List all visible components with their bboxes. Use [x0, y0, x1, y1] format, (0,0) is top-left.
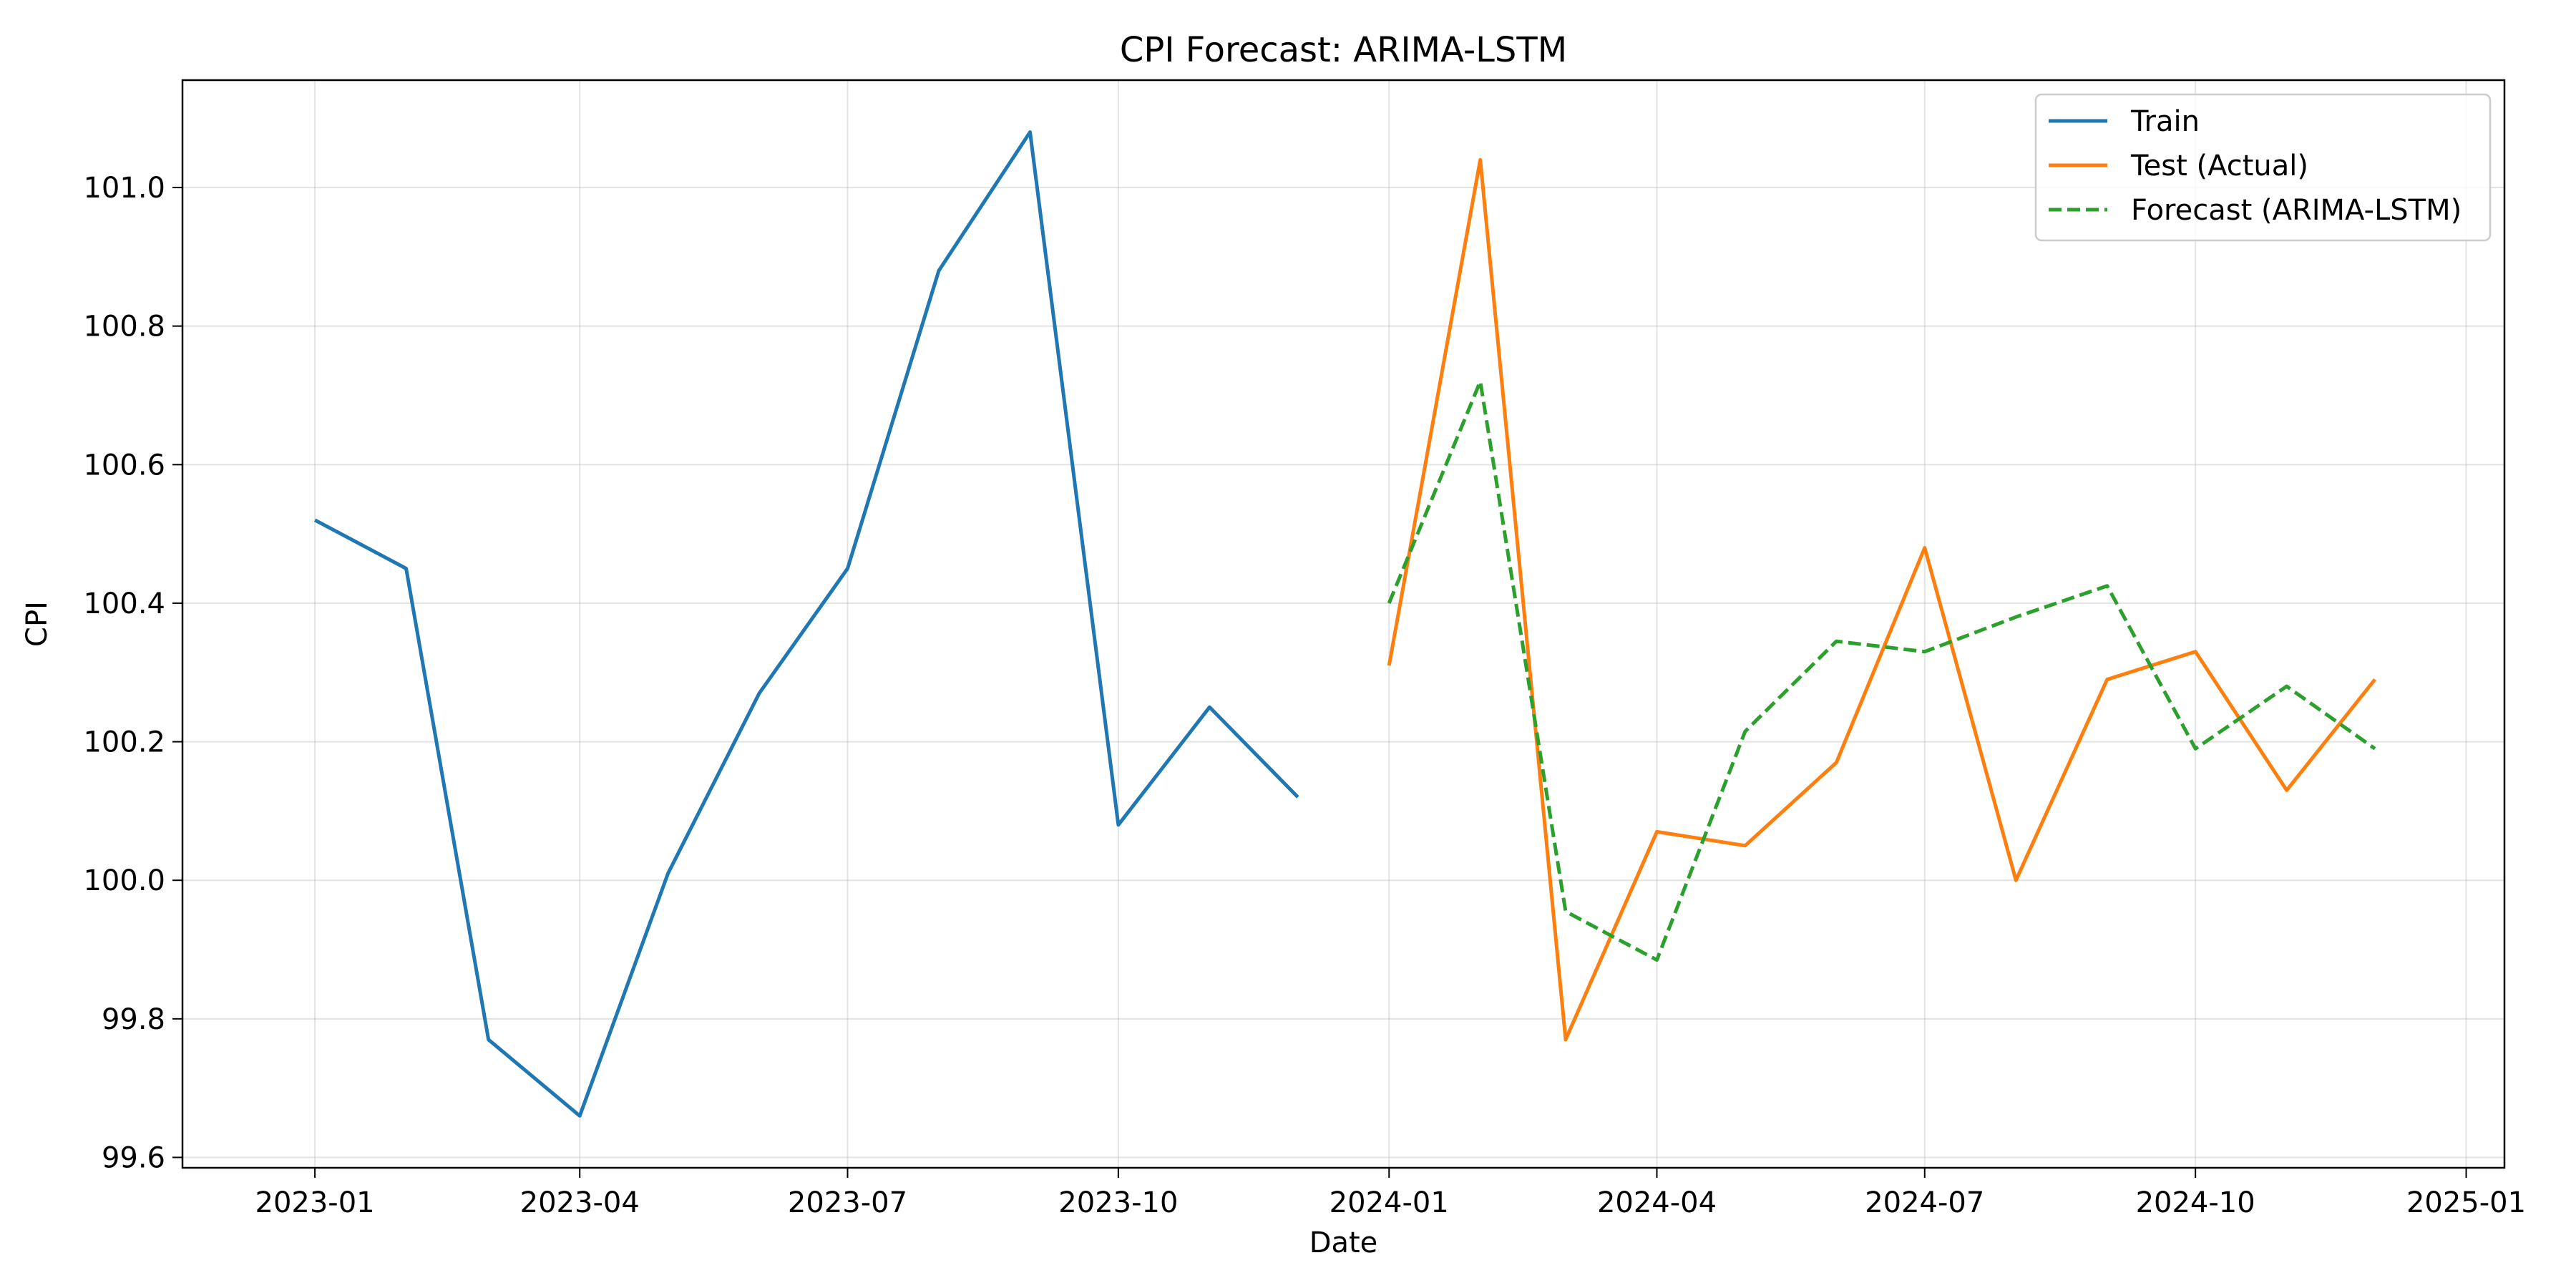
- legend-box: [2034, 93, 2492, 242]
- data-point: [847, 568, 848, 569]
- x-tick-label: 2023-01: [255, 1186, 375, 1219]
- legend-label: Forecast (ARIMA-LSTM): [2131, 194, 2462, 227]
- y-tick-label: 100.6: [83, 449, 165, 482]
- y-tick-label: 100.2: [83, 726, 165, 759]
- y-tick-label: 100.4: [83, 587, 165, 620]
- ticks: 2023-01 2023-04 2023-07 2023-10 2024-01 2024-…: [83, 172, 2526, 1219]
- legend-label: Train: [2130, 105, 2200, 138]
- series-2: [1387, 157, 2376, 1042]
- legend-label: Test (Actual): [2130, 150, 2308, 182]
- data-point: [488, 1039, 489, 1040]
- chart-title: CPI Forecast: ARIMA-LSTM: [1120, 30, 1567, 70]
- data-point: [315, 519, 316, 520]
- series-layer: [313, 130, 2376, 1118]
- x-tick-label: 2023-10: [1058, 1186, 1178, 1219]
- x-tick-label: 2024-01: [1330, 1186, 1449, 1219]
- series-line: [1387, 157, 2376, 1042]
- data-point: [2375, 748, 2376, 749]
- data-point: [1836, 762, 1837, 763]
- x-tick-label: 2024-04: [1597, 1186, 1717, 1219]
- data-point: [1924, 547, 1925, 548]
- data-point: [2286, 686, 2287, 687]
- y-tick-label: 100.8: [83, 311, 165, 343]
- x-axis-title: Date: [1309, 1226, 1378, 1259]
- data-point: [1836, 641, 1837, 642]
- y-axis-title: CPI: [21, 601, 54, 647]
- data-point: [1389, 603, 1390, 604]
- data-point: [1389, 665, 1390, 666]
- y-tick-label: 100.0: [83, 864, 165, 897]
- series-line: [313, 130, 1299, 1118]
- legend: Train Test (Actual) Forecast (ARIMA-LSTM): [2034, 93, 2492, 242]
- data-point: [1209, 707, 1210, 708]
- y-tick-label: 101.0: [83, 172, 165, 205]
- x-tick-label: 2023-04: [520, 1186, 640, 1219]
- x-tick-label: 2023-07: [788, 1186, 907, 1219]
- plot-frame: [181, 79, 2506, 1169]
- data-point: [939, 270, 940, 271]
- x-tick-label: 2024-07: [1865, 1186, 1984, 1219]
- series-3: [1387, 379, 2376, 962]
- data-point: [2286, 790, 2287, 791]
- x-tick-label: 2025-01: [2406, 1186, 2526, 1219]
- series-1: [313, 130, 1299, 1118]
- y-tick-label: 99.6: [102, 1141, 165, 1174]
- x-tick-label: 2024-10: [2136, 1186, 2255, 1219]
- data-point: [2195, 651, 2196, 652]
- series-line: [1387, 379, 2376, 962]
- data-point: [2375, 679, 2376, 680]
- data-point: [1297, 797, 1298, 798]
- y-tick-label: 99.8: [102, 1003, 165, 1036]
- data-point: [2195, 748, 2196, 749]
- grid: [182, 80, 2504, 1168]
- data-point: [1924, 651, 1925, 652]
